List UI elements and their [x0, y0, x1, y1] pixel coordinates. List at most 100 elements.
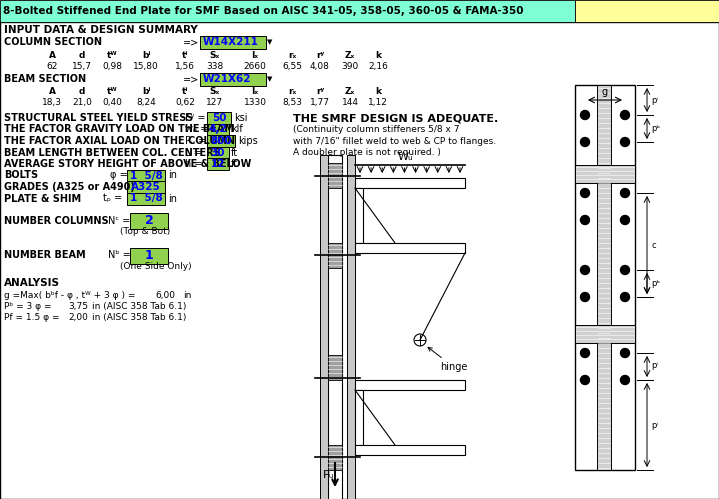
Text: 338: 338 — [206, 61, 224, 70]
Text: 390: 390 — [342, 61, 359, 70]
Text: W14X211: W14X211 — [203, 37, 259, 47]
Bar — [127, 170, 165, 182]
Text: 800: 800 — [210, 136, 232, 146]
Text: 2,00: 2,00 — [68, 313, 88, 322]
Circle shape — [620, 292, 630, 301]
Bar — [575, 165, 635, 183]
Text: tⁱ: tⁱ — [182, 86, 188, 95]
Circle shape — [620, 216, 630, 225]
Text: 0,62: 0,62 — [175, 97, 195, 106]
Bar — [127, 181, 165, 193]
Text: L =: L = — [185, 148, 202, 158]
Bar — [130, 213, 168, 229]
Text: rʸ: rʸ — [316, 86, 324, 95]
Text: W21X62: W21X62 — [203, 74, 252, 84]
Text: 0,98: 0,98 — [102, 61, 122, 70]
Text: 21,0: 21,0 — [72, 97, 92, 106]
Text: Iₓ: Iₓ — [252, 86, 259, 95]
Bar — [355, 390, 363, 445]
Text: in: in — [168, 194, 177, 204]
Text: GRADES (A325 or A490): GRADES (A325 or A490) — [4, 182, 135, 192]
Text: Pf = 1.5 φ =: Pf = 1.5 φ = — [4, 313, 60, 322]
Text: pᵇ: pᵇ — [651, 123, 660, 133]
Text: STRUCTURAL STEEL YIELD STRESS: STRUCTURAL STEEL YIELD STRESS — [4, 113, 193, 123]
Bar — [207, 158, 229, 170]
Text: 8-Bolted Stiffened End Plate for SMF Based on AISC 341-05, 358-05, 360-05 & FAMA: 8-Bolted Stiffened End Plate for SMF Bas… — [3, 6, 523, 16]
Text: 4,08: 4,08 — [310, 61, 330, 70]
Bar — [328, 155, 342, 499]
Bar — [355, 445, 465, 455]
Text: ▼: ▼ — [267, 76, 273, 82]
Text: 2660: 2660 — [244, 61, 267, 70]
Bar — [355, 380, 465, 390]
Circle shape — [580, 189, 590, 198]
Text: 0,40: 0,40 — [102, 97, 122, 106]
Text: A: A — [48, 86, 55, 95]
Text: klf: klf — [231, 124, 243, 135]
Text: bⁱ: bⁱ — [142, 50, 150, 59]
Text: 1  5/8: 1 5/8 — [129, 194, 162, 204]
Text: 30: 30 — [211, 148, 225, 158]
Text: 1,77: 1,77 — [310, 97, 330, 106]
Text: BEAM LENGTH BETWEEN COL. CENTERS: BEAM LENGTH BETWEEN COL. CENTERS — [4, 148, 221, 158]
Text: Zₓ: Zₓ — [345, 50, 355, 59]
Bar — [347, 155, 355, 499]
Bar — [207, 112, 231, 124]
Text: kips: kips — [238, 136, 257, 146]
Text: rₓ: rₓ — [288, 86, 296, 95]
Text: 1: 1 — [145, 249, 153, 262]
Text: hinge: hinge — [428, 347, 467, 372]
Text: 15,7: 15,7 — [72, 61, 92, 70]
Text: THE FACTOR GRAVITY LOAD ON THE BEAM: THE FACTOR GRAVITY LOAD ON THE BEAM — [4, 124, 234, 135]
Text: INPUT DATA & DESIGN SUMMARY: INPUT DATA & DESIGN SUMMARY — [4, 25, 198, 35]
Text: c: c — [651, 241, 656, 250]
Text: 1,56: 1,56 — [175, 61, 195, 70]
Text: BEAM SECTION: BEAM SECTION — [4, 74, 86, 84]
Text: 15,80: 15,80 — [133, 61, 159, 70]
Text: Iₓ: Iₓ — [252, 50, 259, 59]
Circle shape — [580, 376, 590, 385]
Text: in: in — [168, 171, 177, 181]
Text: with 7/16" fillet weld to web & CP to flanges.: with 7/16" fillet weld to web & CP to fl… — [293, 137, 496, 146]
Text: 12: 12 — [211, 159, 225, 169]
Text: ft: ft — [231, 148, 238, 158]
Circle shape — [580, 348, 590, 357]
Bar — [207, 123, 229, 136]
Bar — [597, 85, 611, 470]
Text: bⁱ: bⁱ — [142, 86, 150, 95]
Text: ▼: ▼ — [267, 39, 273, 45]
Text: d: d — [79, 86, 85, 95]
Circle shape — [620, 138, 630, 147]
Bar — [328, 355, 342, 380]
Text: in (AISC 358 Tab 6.1): in (AISC 358 Tab 6.1) — [92, 313, 186, 322]
Text: 2: 2 — [145, 214, 153, 227]
Text: Sₓ: Sₓ — [210, 86, 220, 95]
Bar — [575, 0, 719, 22]
Text: =>: => — [183, 74, 199, 84]
Bar — [207, 135, 235, 147]
Text: tᵂ: tᵂ — [106, 86, 117, 95]
Text: (Top & Bot): (Top & Bot) — [120, 227, 170, 236]
Text: THE SMRF DESIGN IS ADEQUATE.: THE SMRF DESIGN IS ADEQUATE. — [293, 113, 498, 123]
Circle shape — [580, 265, 590, 274]
Circle shape — [620, 189, 630, 198]
Bar — [200, 72, 266, 85]
Text: φ =: φ = — [110, 171, 128, 181]
Text: 6,55: 6,55 — [282, 61, 302, 70]
Text: THE FACTOR AXIAL LOAD ON THE COLUMN: THE FACTOR AXIAL LOAD ON THE COLUMN — [4, 136, 235, 146]
Circle shape — [620, 110, 630, 119]
Circle shape — [580, 216, 590, 225]
Text: d: d — [79, 50, 85, 59]
Text: 1  5/8: 1 5/8 — [129, 171, 162, 181]
Text: 144: 144 — [342, 97, 359, 106]
Text: Pᵤ =: Pᵤ = — [185, 136, 206, 146]
Text: 1,12: 1,12 — [368, 97, 388, 106]
Text: Nᶜ =: Nᶜ = — [108, 216, 130, 226]
Text: Nᵇ =: Nᵇ = — [108, 250, 131, 260]
Text: 127: 127 — [206, 97, 224, 106]
Text: 6,00: 6,00 — [155, 291, 175, 300]
Circle shape — [580, 110, 590, 119]
Text: g =Max( bᵇf - φ , tᵂ + 3 φ ) =: g =Max( bᵇf - φ , tᵂ + 3 φ ) = — [4, 291, 135, 300]
Bar — [355, 178, 465, 188]
Circle shape — [620, 265, 630, 274]
